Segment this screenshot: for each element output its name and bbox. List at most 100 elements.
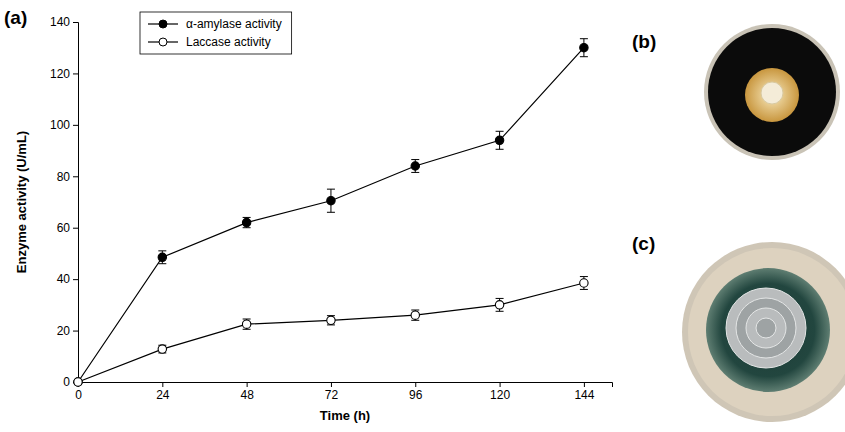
legend: α-amylase activity Laccase activity bbox=[140, 12, 292, 54]
x-tick-label: 120 bbox=[490, 388, 510, 402]
y-axis: 020406080100120140 bbox=[50, 15, 79, 389]
panel-label: (b) bbox=[632, 31, 656, 52]
data-point bbox=[158, 253, 166, 261]
error-bar bbox=[411, 160, 419, 173]
legend-marker bbox=[159, 38, 167, 46]
x-tick: 48 bbox=[240, 382, 254, 402]
legend-label: α-amylase activity bbox=[186, 17, 282, 31]
data-point bbox=[580, 44, 588, 52]
x-tick-mark bbox=[247, 382, 248, 387]
x-tick-mark bbox=[500, 382, 501, 387]
error-bar-cap bbox=[496, 131, 504, 132]
y-tick-label: 60 bbox=[57, 221, 71, 235]
error-bar-cap bbox=[411, 172, 419, 173]
petri-dish-c bbox=[682, 242, 845, 422]
x-tick-label: 96 bbox=[409, 388, 423, 402]
y-tick-label: 80 bbox=[57, 170, 71, 184]
error-bar-cap bbox=[158, 250, 166, 251]
error-bar-cap bbox=[411, 159, 419, 160]
y-tick: 40 bbox=[57, 272, 78, 286]
data-point bbox=[327, 197, 335, 205]
error-bar-cap bbox=[496, 149, 504, 150]
panel-label: (a) bbox=[4, 7, 27, 28]
y-tick-mark bbox=[73, 73, 78, 74]
halo bbox=[706, 268, 830, 392]
data-point bbox=[495, 136, 503, 144]
y-tick-label: 100 bbox=[50, 118, 70, 132]
error-bar bbox=[580, 277, 588, 290]
error-bar-cap bbox=[411, 320, 419, 321]
y-tick-mark bbox=[73, 176, 78, 177]
error-bar-cap bbox=[327, 189, 335, 190]
error-bar bbox=[327, 316, 335, 325]
y-tick-mark bbox=[73, 279, 78, 280]
error-bar bbox=[243, 217, 251, 227]
y-tick: 120 bbox=[50, 67, 78, 81]
data-point bbox=[411, 162, 419, 170]
x-axis-title: Time (h) bbox=[320, 408, 370, 423]
plot-area bbox=[74, 39, 588, 386]
y-tick: 20 bbox=[57, 324, 78, 338]
series-line bbox=[78, 283, 584, 382]
x-tick-label: 144 bbox=[574, 388, 594, 402]
x-tick-label: 72 bbox=[325, 388, 339, 402]
legend-box bbox=[140, 12, 292, 54]
error-bar bbox=[158, 251, 166, 264]
y-tick: 140 bbox=[50, 15, 78, 29]
colony-center bbox=[761, 82, 783, 104]
y-tick-label: 140 bbox=[50, 15, 70, 29]
legend-label: Laccase activity bbox=[186, 35, 271, 49]
petri-dish-b bbox=[704, 24, 840, 160]
y-tick-mark bbox=[73, 22, 78, 23]
error-bar bbox=[580, 39, 588, 57]
y-tick: 60 bbox=[57, 221, 78, 235]
error-bar bbox=[158, 345, 166, 353]
error-bar bbox=[327, 189, 335, 212]
x-tick-mark bbox=[331, 382, 332, 387]
x-tick-label: 0 bbox=[75, 388, 82, 402]
y-axis-title: Enzyme activity (U/mL) bbox=[14, 131, 29, 273]
x-tick: 96 bbox=[409, 382, 423, 402]
legend-marker bbox=[159, 20, 167, 28]
y-tick-mark bbox=[73, 228, 78, 229]
colony-ring bbox=[756, 318, 776, 338]
data-point bbox=[580, 279, 588, 287]
x-tick-mark bbox=[584, 382, 585, 387]
figure: (a) 0 24 48 72 96 120 1440 20 40 60 80 100 120 140 Time… bbox=[0, 0, 845, 432]
x-axis-line bbox=[79, 383, 613, 388]
y-tick: 100 bbox=[50, 118, 78, 132]
x-tick-label: 24 bbox=[156, 388, 170, 402]
error-bar bbox=[411, 310, 419, 320]
y-axis-line bbox=[73, 23, 79, 383]
data-point bbox=[74, 378, 82, 386]
x-tick-mark bbox=[415, 382, 416, 387]
data-point bbox=[327, 316, 335, 324]
data-point bbox=[242, 218, 250, 226]
error-bar-cap bbox=[496, 311, 504, 312]
y-tick-label: 40 bbox=[57, 272, 71, 286]
colony-ring bbox=[736, 298, 796, 358]
error-bar bbox=[496, 298, 504, 311]
x-axis: 0 24 48 72 96 120 144 bbox=[75, 382, 612, 402]
colony bbox=[745, 68, 799, 122]
y-tick-label: 20 bbox=[57, 324, 71, 338]
data-point bbox=[242, 320, 250, 328]
x-tick: 144 bbox=[574, 382, 594, 402]
y-tick-mark bbox=[73, 331, 78, 332]
series-line bbox=[78, 48, 584, 382]
error-bar-cap bbox=[243, 319, 251, 320]
colony-ring bbox=[726, 288, 806, 368]
x-tick-label: 48 bbox=[240, 388, 254, 402]
error-bar-cap bbox=[158, 263, 166, 264]
data-point bbox=[158, 345, 166, 353]
error-bar-cap bbox=[327, 212, 335, 213]
dish-medium bbox=[708, 28, 836, 156]
x-tick: 120 bbox=[490, 382, 510, 402]
y-tick-label: 120 bbox=[50, 67, 70, 81]
error-bar-cap bbox=[580, 289, 588, 290]
panel-label: (c) bbox=[632, 233, 655, 254]
x-tick-mark bbox=[162, 382, 163, 387]
y-tick-mark bbox=[73, 125, 78, 126]
x-tick: 24 bbox=[156, 382, 170, 402]
dish-rim bbox=[704, 24, 840, 160]
